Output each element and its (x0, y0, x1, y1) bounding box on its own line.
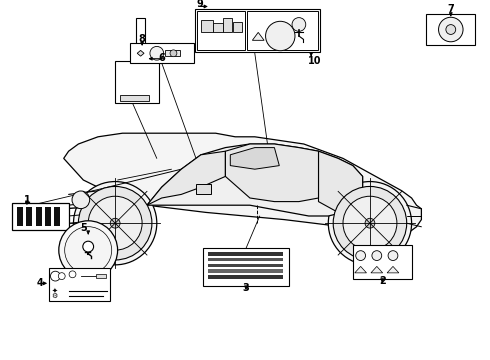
Polygon shape (147, 144, 363, 216)
Bar (136, 18, 145, 61)
Polygon shape (387, 266, 399, 273)
Bar (233, 22, 242, 32)
Bar (12, 203, 69, 230)
Circle shape (78, 186, 152, 260)
Polygon shape (36, 207, 42, 226)
Circle shape (88, 196, 142, 250)
Circle shape (74, 181, 157, 265)
Text: 1: 1 (24, 195, 30, 205)
Polygon shape (318, 151, 363, 212)
Circle shape (83, 241, 94, 252)
Polygon shape (230, 148, 279, 169)
Bar (195, 9, 320, 52)
Polygon shape (208, 264, 283, 267)
Circle shape (328, 181, 412, 265)
Bar (197, 11, 245, 50)
Bar (49, 268, 110, 301)
Circle shape (343, 196, 397, 250)
Bar (120, 95, 149, 101)
Circle shape (365, 218, 375, 228)
Polygon shape (208, 258, 283, 261)
Polygon shape (147, 151, 225, 205)
Text: 10: 10 (308, 56, 322, 66)
Circle shape (356, 251, 366, 261)
Bar (213, 23, 223, 32)
Polygon shape (371, 266, 383, 273)
Text: 9: 9 (196, 0, 203, 9)
Bar (247, 11, 318, 50)
Circle shape (50, 271, 60, 281)
Circle shape (388, 251, 398, 261)
Polygon shape (137, 50, 144, 56)
Bar (426, 14, 475, 45)
Text: ⚙: ⚙ (52, 293, 58, 299)
Circle shape (59, 221, 118, 280)
Polygon shape (17, 207, 23, 226)
Circle shape (65, 227, 112, 274)
Bar (115, 61, 159, 103)
Polygon shape (208, 252, 283, 256)
Bar (203, 248, 289, 286)
Polygon shape (355, 266, 367, 273)
Circle shape (150, 46, 164, 60)
Circle shape (170, 50, 177, 57)
Circle shape (446, 24, 456, 35)
Polygon shape (54, 207, 60, 226)
Text: 5: 5 (80, 223, 87, 233)
Polygon shape (208, 275, 283, 279)
Circle shape (333, 186, 407, 260)
Polygon shape (45, 207, 51, 226)
Polygon shape (208, 269, 283, 273)
Circle shape (110, 218, 120, 228)
Bar (223, 18, 232, 32)
Text: 7: 7 (447, 4, 454, 14)
Text: 3: 3 (243, 283, 249, 293)
Text: ✦: ✦ (52, 288, 58, 294)
Circle shape (439, 17, 463, 42)
Polygon shape (252, 32, 264, 40)
Circle shape (69, 271, 76, 278)
Text: 6: 6 (158, 53, 165, 63)
Circle shape (372, 251, 382, 261)
Bar (353, 245, 412, 279)
Circle shape (266, 21, 295, 51)
Bar (165, 50, 180, 56)
Polygon shape (196, 184, 211, 194)
Circle shape (292, 18, 306, 31)
Polygon shape (26, 207, 32, 226)
Text: 2: 2 (379, 276, 386, 286)
Bar (96, 274, 106, 278)
Polygon shape (64, 133, 421, 234)
Text: 8: 8 (139, 34, 146, 44)
Circle shape (72, 191, 90, 209)
Circle shape (58, 273, 65, 280)
Bar (130, 43, 194, 63)
Bar (201, 20, 213, 32)
Text: 4: 4 (37, 278, 44, 288)
Polygon shape (225, 144, 318, 202)
